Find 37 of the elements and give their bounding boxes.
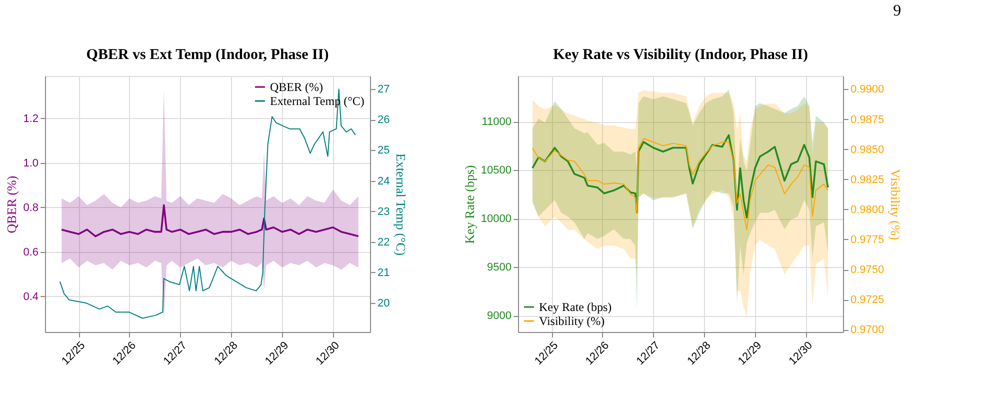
y2-tick-label: 0.9850 [850,144,884,156]
y2-tick-label: 20 [378,297,390,310]
y2-tick-label: 0.9775 [850,234,884,246]
y-tick-label: 11000 [482,116,512,128]
y2-axis-title: External Temp (°C) [394,153,409,256]
y2-tick-label: 22 [378,236,390,248]
y-tick-label: 0.6 [23,246,38,258]
y2-tick-label: 0.9875 [850,114,884,126]
y2-tick-label: 0.9900 [850,84,884,96]
y2-tick-label: 0.9700 [850,324,884,336]
y-tick-label: 0.8 [23,202,38,214]
y2-tick-label: 21 [378,266,390,279]
y2-tick-label: 23 [378,206,390,218]
legend-label: QBER (%) [270,80,323,94]
y2-tick-label: 25 [378,144,390,157]
y-axis-title: Key Rate (bps) [462,165,477,244]
y2-tick-label: 24 [378,175,390,188]
y2-tick-label: 27 [378,84,390,96]
chart-title: Key Rate vs Visibility (Indoor, Phase II) [553,47,808,63]
y2-tick-label: 0.9725 [850,294,884,306]
y-tick-label: 0.4 [23,290,38,303]
y2-tick-label: 0.9750 [850,264,884,276]
y2-tick-label: 0.9825 [850,174,884,186]
y2-axis-title: Visibility (%) [888,168,904,240]
y-tick-label: 9000 [487,310,512,322]
y-tick-label: 10500 [480,164,512,177]
y2-tick-label: 26 [378,114,390,126]
y2-tick-label: 0.9800 [850,204,884,216]
legend-label: Key Rate (bps) [539,300,612,314]
chart-title: QBER vs Ext Temp (Indoor, Phase II) [86,47,329,63]
text: 9 [893,2,902,20]
y-tick-label: 1.0 [23,157,38,170]
y-tick-label: 1.2 [23,112,38,125]
y-axis-title: QBER (%) [4,176,20,234]
y-tick-label: 10000 [480,213,512,226]
legend-label: Visibility (%) [539,314,605,328]
y-tick-label: 9500 [487,262,512,274]
